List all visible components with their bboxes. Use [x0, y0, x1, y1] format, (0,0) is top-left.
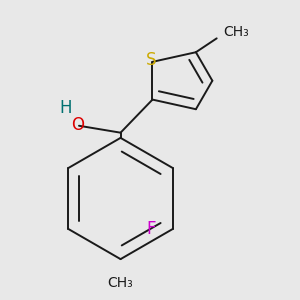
Text: H: H [59, 99, 71, 117]
Text: O: O [71, 116, 84, 134]
Text: CH₃: CH₃ [224, 25, 249, 39]
Text: F: F [146, 220, 156, 238]
Text: S: S [146, 51, 156, 69]
Text: CH₃: CH₃ [108, 276, 134, 290]
